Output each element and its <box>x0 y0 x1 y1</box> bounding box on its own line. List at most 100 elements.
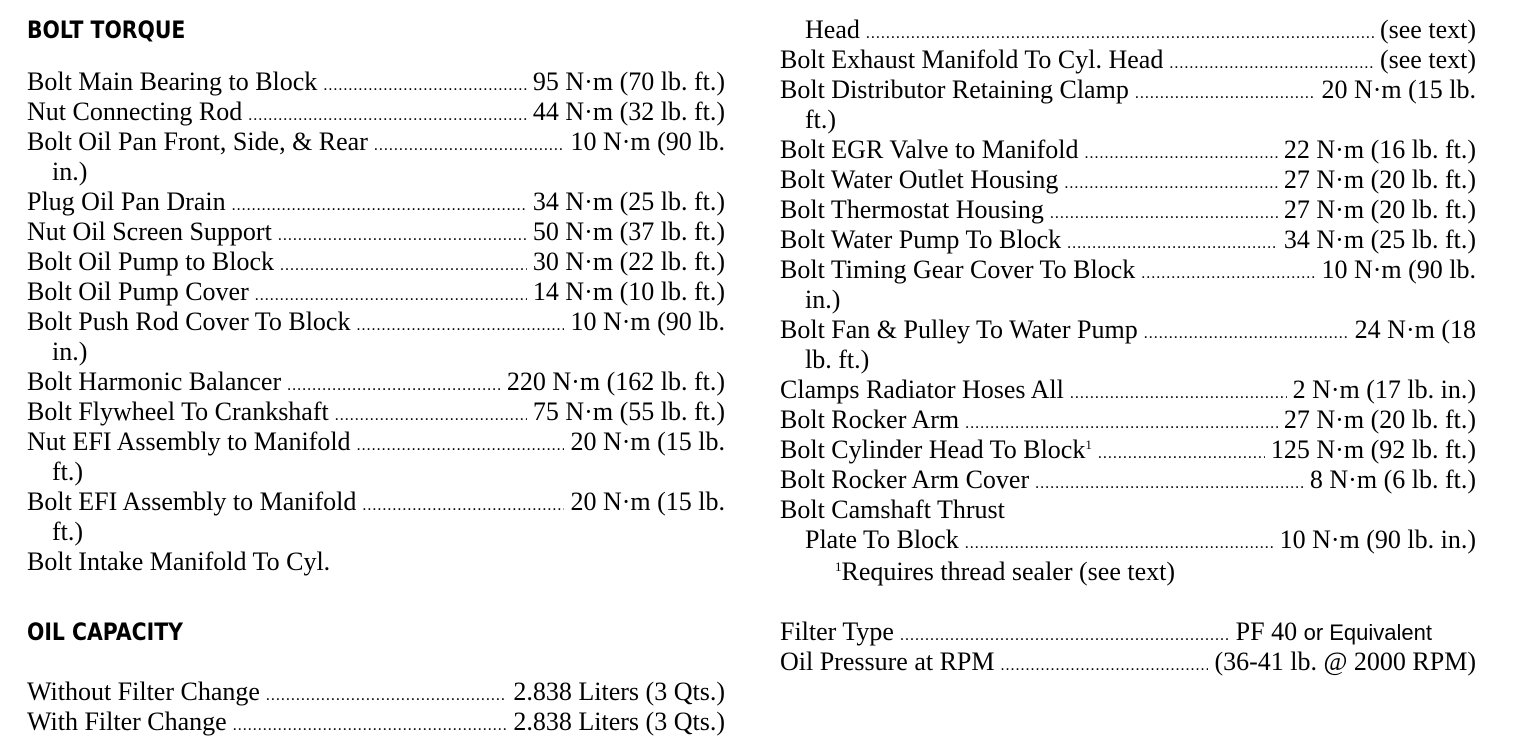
spec-row: Bolt Push Rod Cover To Block 10 N·m (90 l… <box>27 307 725 337</box>
oil-capacity-heading: OIL CAPACITY <box>27 618 183 646</box>
leader-dots <box>232 187 527 217</box>
spec-row: Bolt Rocker Arm 27 N·m (20 lb. ft.) <box>780 405 1476 435</box>
spec-label: Bolt Camshaft Thrust <box>780 495 1005 524</box>
spec-row: Bolt Harmonic Balancer 220 N·m (162 lb. f… <box>27 367 725 397</box>
spec-value: 10 N·m (90 lb. <box>570 127 725 156</box>
spec-label: With Filter Change <box>27 707 227 736</box>
spec-row: Head (see text) <box>805 15 1476 45</box>
spec-row: Nut Oil Screen Support 50 N·m (37 lb. ft.… <box>27 217 725 247</box>
filter-type-suffix: or Equivalent <box>1303 620 1432 645</box>
leader-dots <box>335 397 527 427</box>
spec-label: Head <box>805 15 860 44</box>
spec-row: Nut EFI Assembly to Manifold 20 N·m (15 l… <box>27 427 725 457</box>
spec-row: With Filter Change 2.838 Liters (3 Qts.) <box>27 707 725 737</box>
spec-value: 34 N·m (25 lb. ft.) <box>532 187 725 216</box>
spec-value: 220 N·m (162 lb. ft.) <box>506 367 725 396</box>
spec-row: Bolt Exhaust Manifold To Cyl. Head (see t… <box>780 45 1476 75</box>
leader-dots <box>965 405 1278 435</box>
leader-dots <box>1050 195 1278 225</box>
leader-dots <box>1064 165 1278 195</box>
spec-row: Bolt Distributor Retaining Clamp 20 N·m (… <box>780 75 1476 105</box>
spec-label: Nut Connecting Rod <box>27 97 243 126</box>
leader-dots <box>356 307 564 337</box>
oil-pressure-value: (36-41 lb. @ 2000 RPM) <box>1214 647 1476 676</box>
spec-row: Bolt Flywheel To Crankshaft 75 N·m (55 lb… <box>27 397 725 427</box>
spec-value: 14 N·m (10 lb. ft.) <box>532 277 725 306</box>
spec-label: Bolt Timing Gear Cover To Block <box>780 255 1136 284</box>
leader-dots <box>1067 225 1278 255</box>
spec-row: Bolt Thermostat Housing 27 N·m (20 lb. ft… <box>780 195 1476 225</box>
leader-dots <box>357 427 565 457</box>
leader-dots <box>1135 75 1316 105</box>
leader-dots <box>278 217 527 247</box>
leader-dots <box>287 367 501 397</box>
spec-label: Bolt Rocker Arm Cover <box>780 465 1030 494</box>
leader-dots <box>255 277 527 307</box>
spec-continuation: in.) <box>805 285 841 314</box>
spec-value: 44 N·m (32 lb. ft.) <box>532 97 725 126</box>
spec-label: Plug Oil Pan Drain <box>27 187 226 216</box>
spec-value: 10 N·m (90 lb. <box>570 307 725 336</box>
footnote-mark: 1 <box>835 559 842 574</box>
spec-value: 27 N·m (20 lb. ft.) <box>1283 405 1476 434</box>
leader-dots <box>1085 135 1278 165</box>
spec-row: Plug Oil Pan Drain 34 N·m (25 lb. ft.) <box>27 187 725 217</box>
leader-dots <box>1169 45 1374 75</box>
leader-dots <box>233 707 508 737</box>
leader-dots <box>280 247 527 277</box>
spec-label: Without Filter Change <box>27 677 260 706</box>
leader-dots <box>900 617 1230 647</box>
spec-row: Nut Connecting Rod 44 N·m (32 lb. ft.) <box>27 97 725 127</box>
leader-dots <box>1141 255 1315 285</box>
spec-label: Bolt Exhaust Manifold To Cyl. Head <box>780 45 1164 74</box>
spec-label: Bolt Oil Pump to Block <box>27 247 275 276</box>
spec-value: 20 N·m (15 lb. <box>1321 75 1476 104</box>
spec-row: Bolt EGR Valve to Manifold 22 N·m (16 lb.… <box>780 135 1476 165</box>
spec-row: Bolt Timing Gear Cover To Block 10 N·m (9… <box>780 255 1476 285</box>
filter-type-label: Filter Type <box>780 617 894 646</box>
spec-row: Plate To Block 10 N·m (90 lb. in.) <box>805 525 1476 555</box>
spec-row: Clamps Radiator Hoses All 2 N·m (17 lb. i… <box>780 375 1476 405</box>
spec-label: Bolt Fan & Pulley To Water Pump <box>780 315 1138 344</box>
spec-value: 8 N·m (6 lb. ft.) <box>1309 465 1476 494</box>
spec-label: Bolt Main Bearing to Block <box>27 67 318 96</box>
spec-value: 50 N·m (37 lb. ft.) <box>532 217 725 246</box>
spec-value: 22 N·m (16 lb. ft.) <box>1283 135 1476 164</box>
spec-label: Bolt EGR Valve to Manifold <box>780 135 1079 164</box>
spec-label: Nut EFI Assembly to Manifold <box>27 427 351 456</box>
footnote: 1Requires thread sealer (see text) <box>835 557 1476 587</box>
leader-dots <box>1098 435 1265 465</box>
spec-value: 27 N·m (20 lb. ft.) <box>1283 195 1476 224</box>
spec-continuation: lb. ft.) <box>805 345 870 374</box>
spec-continuation: ft.) <box>52 457 84 486</box>
spec-row: Bolt Water Outlet Housing 27 N·m (20 lb. … <box>780 165 1476 195</box>
oil-pressure-row: Oil Pressure at RPM (36-41 lb. @ 2000 RP… <box>780 647 1476 677</box>
spec-value: 34 N·m (25 lb. ft.) <box>1283 225 1476 254</box>
spec-continuation: ft.) <box>52 517 84 546</box>
spec-value: 2.838 Liters (3 Qts.) <box>513 707 725 736</box>
footnote-text: Requires thread sealer (see text) <box>841 557 1176 586</box>
spec-value: 2.838 Liters (3 Qts.) <box>513 677 725 706</box>
spec-label: Bolt Thermostat Housing <box>780 195 1044 224</box>
spec-row: Bolt Intake Manifold To Cyl. <box>27 547 725 577</box>
spec-row: Bolt Rocker Arm Cover 8 N·m (6 lb. ft.) <box>780 465 1476 495</box>
leader-dots <box>1001 647 1209 677</box>
spec-row: Bolt Fan & Pulley To Water Pump 24 N·m (1… <box>780 315 1476 345</box>
spec-value: 75 N·m (55 lb. ft.) <box>532 397 725 426</box>
spec-value: 24 N·m (18 <box>1354 315 1476 344</box>
spec-row: Bolt Main Bearing to Block 95 N·m (70 lb.… <box>27 67 725 97</box>
spec-row: Bolt EFI Assembly to Manifold 20 N·m (15 … <box>27 487 725 517</box>
filter-type-value: PF 40 <box>1235 617 1298 646</box>
spec-value: (see text) <box>1379 45 1476 74</box>
spec-label: Bolt Harmonic Balancer <box>27 367 282 396</box>
spec-label: Bolt Oil Pump Cover <box>27 277 249 306</box>
spec-label: Bolt Push Rod Cover To Block <box>27 307 351 336</box>
leader-dots <box>1035 465 1304 495</box>
spec-continuation: in.) <box>52 337 88 366</box>
spec-label: Bolt Water Outlet Housing <box>780 165 1059 194</box>
spec-label: Bolt Intake Manifold To Cyl. <box>27 547 331 576</box>
oil-pressure-label: Oil Pressure at RPM <box>780 647 995 676</box>
spec-row: Without Filter Change 2.838 Liters (3 Qts… <box>27 677 725 707</box>
spec-continuation: in.) <box>52 157 88 186</box>
leader-dots <box>323 67 527 97</box>
